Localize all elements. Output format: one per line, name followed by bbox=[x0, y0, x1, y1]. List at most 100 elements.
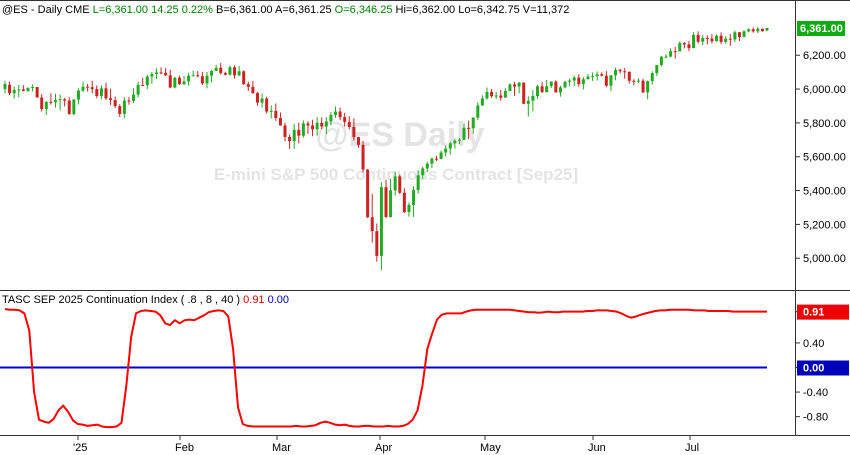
candle-body bbox=[549, 81, 553, 87]
indicator-tick-label: -0.80 bbox=[803, 412, 828, 424]
candle bbox=[53, 93, 57, 108]
candle bbox=[219, 63, 223, 75]
candle bbox=[76, 88, 80, 105]
candle bbox=[554, 80, 558, 93]
candle-body bbox=[379, 187, 383, 256]
candle bbox=[58, 94, 62, 111]
zero-value-badge bbox=[797, 360, 849, 376]
candle-body bbox=[568, 80, 572, 82]
price-tick-label: 5,400.00 bbox=[803, 186, 846, 198]
candle bbox=[127, 97, 131, 105]
candle bbox=[614, 67, 618, 81]
candle-body bbox=[366, 169, 370, 218]
candle-body bbox=[26, 87, 30, 91]
candle bbox=[480, 95, 484, 106]
candle-body bbox=[705, 37, 709, 39]
candle-body bbox=[659, 56, 663, 66]
time-tick-label: Jun bbox=[588, 442, 606, 454]
candle bbox=[710, 34, 714, 44]
candle-body bbox=[600, 74, 604, 76]
candle-body bbox=[623, 71, 627, 73]
candle bbox=[421, 166, 425, 179]
candle-body bbox=[641, 80, 645, 93]
candle-body bbox=[604, 75, 608, 86]
candle bbox=[214, 64, 218, 71]
candle bbox=[343, 112, 347, 127]
candle-body bbox=[678, 43, 682, 52]
candle bbox=[705, 35, 709, 45]
candle-body bbox=[673, 51, 677, 53]
candle bbox=[132, 88, 136, 104]
candle bbox=[370, 193, 374, 243]
candle bbox=[150, 71, 154, 84]
candle-body bbox=[223, 72, 227, 75]
candle bbox=[17, 84, 21, 98]
candle-body bbox=[522, 82, 526, 104]
candle-body bbox=[444, 148, 448, 153]
candle-body bbox=[425, 163, 429, 169]
time-tick-label: '25 bbox=[73, 442, 87, 454]
indicator-tick-label: 0.40 bbox=[803, 338, 824, 350]
candle-body bbox=[609, 75, 613, 86]
candle-body bbox=[210, 70, 214, 76]
candle bbox=[366, 168, 370, 218]
candle-body bbox=[636, 80, 640, 82]
candle-body bbox=[669, 51, 673, 57]
candle bbox=[49, 93, 53, 105]
candle bbox=[260, 93, 264, 108]
candle-body bbox=[334, 111, 338, 116]
candle bbox=[462, 123, 466, 141]
candle-body bbox=[292, 129, 296, 141]
candle-body bbox=[361, 144, 365, 170]
candle bbox=[490, 89, 494, 98]
indicator-tick-label: -0.40 bbox=[803, 387, 828, 399]
candle-body bbox=[255, 93, 259, 103]
candle-body bbox=[563, 81, 567, 88]
candle-body bbox=[490, 91, 494, 97]
candle bbox=[334, 106, 338, 118]
candle bbox=[696, 31, 700, 44]
indicator-value-badge bbox=[797, 304, 849, 320]
candle-body bbox=[751, 29, 755, 32]
candle bbox=[31, 84, 35, 92]
candle-body bbox=[545, 86, 549, 93]
candle bbox=[439, 150, 443, 160]
candle bbox=[104, 82, 108, 100]
candle-body bbox=[756, 28, 760, 32]
candle bbox=[99, 85, 103, 100]
candle-body bbox=[265, 98, 269, 112]
candle bbox=[375, 223, 379, 262]
candle-body bbox=[49, 101, 53, 103]
candle bbox=[733, 30, 737, 43]
candle-body bbox=[214, 67, 218, 71]
candle bbox=[517, 82, 521, 94]
candle-body bbox=[577, 77, 581, 84]
candle-body bbox=[412, 190, 416, 205]
candle bbox=[86, 83, 90, 92]
candle-body bbox=[370, 217, 374, 232]
indicator-tick-label: 0.00 bbox=[803, 363, 824, 375]
candle-body bbox=[416, 175, 420, 191]
candle-body bbox=[95, 89, 99, 96]
candle bbox=[687, 40, 691, 52]
candle bbox=[205, 71, 209, 89]
price-header: @ES - Daily CME L=6,361.00 14.25 0.22% B… bbox=[2, 4, 569, 16]
candle-body bbox=[8, 84, 12, 94]
header-exchange: CME bbox=[65, 4, 89, 16]
candle-body bbox=[297, 129, 301, 136]
candle bbox=[329, 112, 333, 126]
candle bbox=[595, 71, 599, 81]
candle-body bbox=[86, 86, 90, 88]
candle-body bbox=[434, 158, 438, 160]
candle bbox=[3, 80, 7, 94]
candle bbox=[724, 36, 728, 44]
candle bbox=[591, 72, 595, 81]
candle bbox=[430, 157, 434, 169]
header-change-pct: 0.22% bbox=[182, 4, 213, 16]
candle bbox=[646, 80, 650, 100]
candle-body bbox=[356, 137, 360, 145]
time-axis: '25 Feb Mar Apr May Jun Jul bbox=[73, 435, 699, 454]
candle bbox=[476, 102, 480, 121]
candle bbox=[453, 138, 457, 149]
